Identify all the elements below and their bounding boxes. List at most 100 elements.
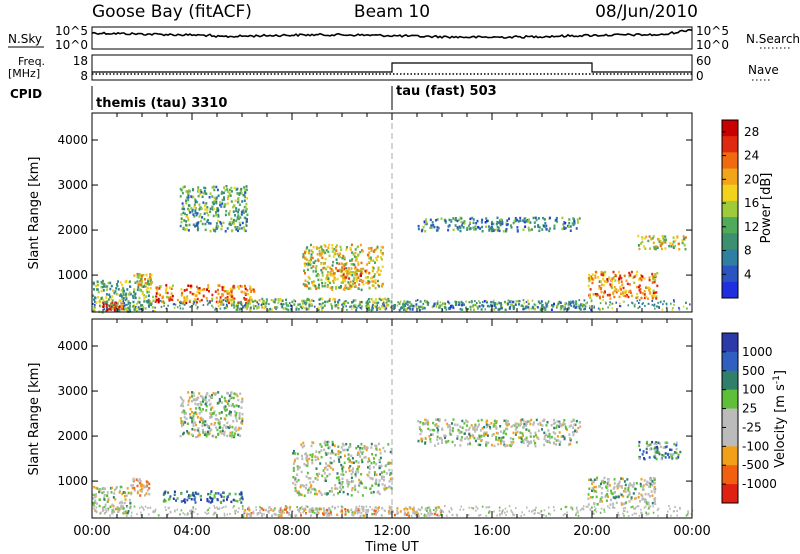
echo-cell — [191, 391, 193, 394]
echo-cell — [608, 304, 611, 306]
echo-cell — [630, 294, 633, 298]
echo-cell — [673, 299, 675, 302]
echo-cell — [357, 245, 359, 248]
echo-cell — [562, 223, 565, 226]
echo-cell — [121, 283, 124, 287]
echo-cell — [673, 303, 675, 306]
echo-cell — [199, 394, 202, 398]
echo-cell — [219, 203, 222, 207]
echo-cell — [562, 306, 565, 309]
echo-cell — [182, 512, 184, 515]
echo-cell — [417, 227, 420, 231]
echo-cell — [515, 219, 517, 223]
echo-cell — [116, 293, 119, 296]
echo-cell — [640, 274, 643, 277]
echo-cell — [247, 292, 249, 296]
echo-cell — [559, 423, 562, 426]
echo-cell — [355, 274, 358, 277]
echo-cell — [120, 289, 123, 292]
echo-cell — [296, 491, 299, 494]
echo-cell — [385, 472, 388, 475]
echo-cell — [360, 279, 363, 282]
echo-cell — [206, 499, 209, 503]
echo-cell — [313, 261, 316, 265]
echo-cell — [337, 269, 340, 273]
echo-cell — [492, 433, 495, 436]
echo-cell — [208, 507, 211, 509]
echo-cell — [614, 279, 617, 282]
echo-cell — [456, 423, 459, 427]
echo-cell — [93, 501, 96, 504]
echo-cell — [115, 487, 117, 490]
echo-cell — [245, 210, 247, 213]
echo-cell — [648, 276, 651, 279]
echo-cell — [140, 511, 142, 514]
echo-cell — [660, 457, 663, 461]
echo-cell — [617, 484, 620, 487]
echo-cell — [375, 473, 378, 476]
echo-cell — [337, 303, 340, 306]
echo-cell — [630, 483, 633, 487]
echo-cell — [287, 308, 290, 312]
echo-cell — [131, 294, 134, 298]
echo-cell — [128, 498, 131, 502]
echo-cell — [530, 510, 533, 513]
echo-cell — [371, 307, 373, 310]
echo-cell — [182, 499, 185, 502]
echo-cell — [186, 422, 189, 425]
echo-cell — [127, 491, 130, 495]
echo-cell — [374, 453, 377, 457]
echo-cell — [374, 510, 377, 513]
echo-cell — [427, 421, 430, 424]
echo-cell — [142, 273, 145, 277]
echo-cell — [483, 425, 486, 429]
echo-cell — [364, 269, 367, 273]
echo-cell — [269, 506, 271, 509]
echo-cell — [371, 477, 374, 480]
echo-cell — [167, 304, 169, 307]
echo-cell — [146, 489, 149, 492]
echo-cell — [429, 226, 432, 230]
echo-cell — [305, 300, 307, 302]
echo-cell — [214, 512, 217, 515]
echo-cell — [294, 458, 297, 461]
echo-cell — [235, 429, 238, 432]
echo-cell — [628, 491, 631, 494]
echo-cell — [391, 510, 394, 513]
echo-cell — [94, 508, 97, 511]
echo-cell — [374, 444, 377, 447]
echo-cell — [498, 229, 501, 233]
echo-cell — [230, 500, 233, 504]
echo-cell — [388, 506, 391, 510]
echo-cell — [534, 445, 537, 448]
echo-cell — [309, 491, 312, 494]
echo-cell — [183, 410, 186, 414]
echo-cell — [284, 506, 287, 509]
echo-cell — [346, 286, 349, 290]
echo-cell — [339, 268, 342, 272]
echo-cell — [128, 305, 131, 308]
echo-cell — [144, 282, 147, 285]
colorbar-tick-label: 500 — [742, 364, 765, 378]
echo-cell — [543, 443, 546, 447]
echo-cell — [565, 505, 568, 508]
echo-cell — [286, 304, 289, 307]
echo-cell — [567, 225, 570, 228]
echo-cell — [356, 257, 359, 261]
echo-cell — [318, 298, 321, 301]
echo-cell — [480, 418, 483, 422]
echo-cell — [341, 467, 344, 470]
echo-cell — [244, 195, 246, 199]
echo-cell — [604, 280, 607, 283]
echo-cell — [436, 435, 439, 439]
echo-cell — [662, 446, 665, 449]
echo-cell — [501, 221, 504, 224]
echo-cell — [374, 278, 377, 282]
echo-cell — [191, 210, 194, 213]
echo-cell — [480, 308, 483, 311]
echo-cell — [537, 217, 540, 220]
echo-cell — [490, 443, 493, 447]
echo-cell — [136, 275, 139, 278]
echo-cell — [137, 283, 140, 287]
echo-cell — [326, 443, 329, 447]
